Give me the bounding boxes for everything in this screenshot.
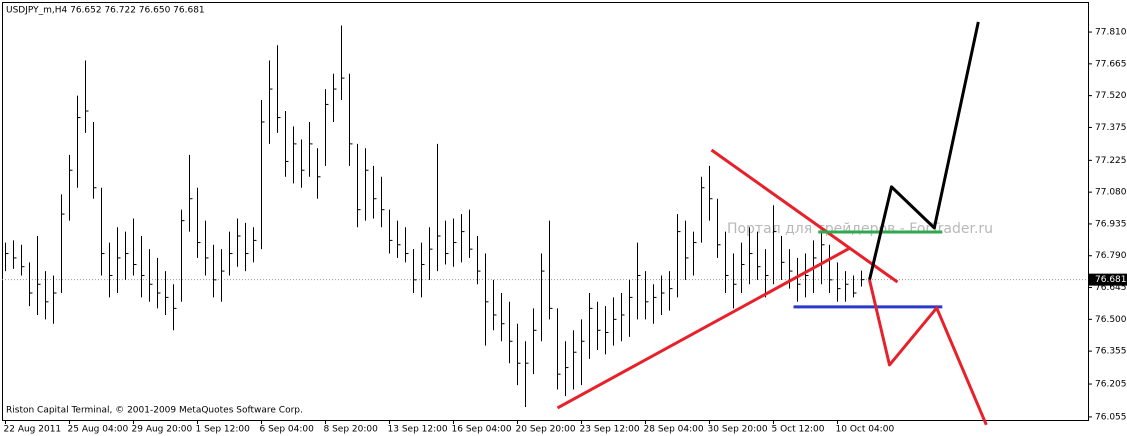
x-tick-label: 10 Oct 04:00 [836, 425, 895, 435]
plot-frame [2, 2, 1089, 421]
y-tick-label: 77.080 [1095, 188, 1127, 198]
y-tick-label: 77.665 [1095, 59, 1127, 69]
x-tick-label: 6 Sep 04:00 [260, 425, 315, 435]
drawing-line [868, 21, 980, 281]
drawing-line [868, 279, 988, 426]
x-tick-label: 1 Sep 12:00 [196, 425, 251, 435]
x-tick-label: 22 Aug 2011 [4, 425, 62, 435]
y-tick-label: 77.810 [1095, 28, 1127, 38]
x-tick-label: 23 Sep 12:00 [580, 425, 640, 435]
x-tick-label: 16 Sep 04:00 [452, 425, 512, 435]
y-tick-label: 76.500 [1095, 315, 1127, 325]
current-price-label: 76.681 [1095, 275, 1127, 285]
x-tick-label: 30 Sep 20:00 [708, 425, 768, 435]
y-tick-label: 76.790 [1095, 251, 1127, 261]
x-tick-label: 29 Aug 20:00 [132, 425, 193, 435]
x-tick-label: 20 Sep 20:00 [516, 425, 576, 435]
footer: Riston Capital Terminal, © 2001-2009 Met… [6, 406, 303, 416]
x-tick-label: 13 Sep 12:00 [388, 425, 448, 435]
y-tick-label: 76.355 [1095, 347, 1127, 357]
y-tick-label: 77.225 [1095, 156, 1127, 166]
current-price-box [1089, 273, 1127, 286]
x-tick-label: 5 Oct 12:00 [772, 425, 825, 435]
y-tick-label: 76.645 [1095, 283, 1127, 293]
x-tick-label: 25 Aug 04:00 [68, 425, 129, 435]
drawing-line [710, 148, 899, 284]
chart-title: USDJPY_m,H4 76.652 76.722 76.650 76.681 [6, 6, 205, 16]
y-tick-label: 77.375 [1095, 123, 1127, 133]
y-tick-label: 76.205 [1095, 380, 1127, 390]
y-tick-label: 76.935 [1095, 219, 1127, 229]
x-tick-label: 28 Sep 04:00 [644, 425, 704, 435]
y-tick-label: 77.520 [1095, 91, 1127, 101]
y-tick-label: 76.055 [1095, 412, 1127, 422]
drawing-line [556, 246, 852, 410]
watermark: Портал для трейдеров - ForTrader.ru [727, 221, 993, 237]
x-tick-label: 8 Sep 20:00 [324, 425, 379, 435]
